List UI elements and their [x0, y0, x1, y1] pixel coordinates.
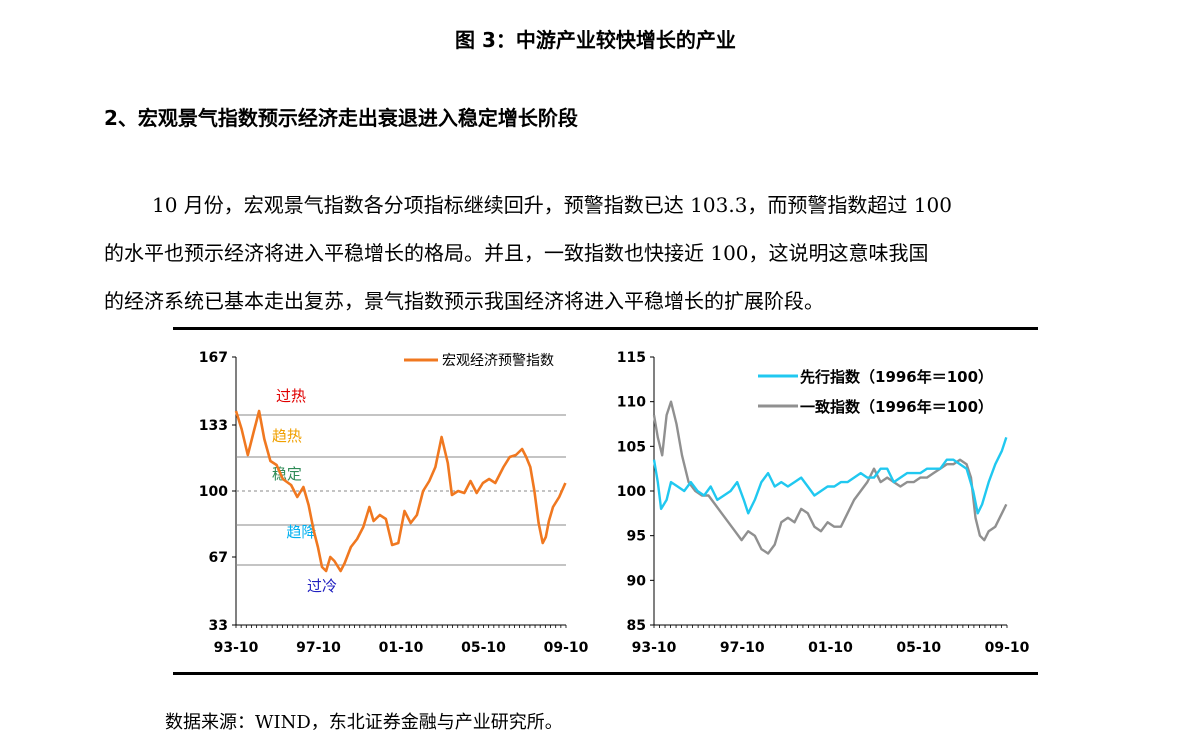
section-heading: 2、宏观景气指数预示经济走出衰退进入稳定增长阶段: [104, 106, 578, 130]
chart2-y-tick-label: 85: [627, 618, 646, 634]
coincident-index-line: [652, 400, 1008, 555]
paragraph-line-1: 10 月份，宏观景气指数各分项指标继续回升，预警指数已达 103.3，而预警指数…: [152, 193, 952, 217]
chart1-x-tick-label: 01-10: [379, 640, 424, 656]
figure-bottom-rule: [173, 672, 1038, 675]
paragraph-line-2: 的水平也预示经济将进入平稳增长的格局。并且，一致指数也快接近 100，这说明这意…: [104, 241, 929, 265]
zone-label: 趋降: [286, 523, 316, 541]
chart2-y-tick-label: 110: [617, 395, 646, 411]
chart1-y-tick-label: 100: [199, 484, 228, 500]
chart2-x-tick-label: 01-10: [808, 640, 853, 656]
chart2-x-tick-label: 93-10: [632, 640, 677, 656]
chart1-x-tick-label: 05-10: [461, 640, 506, 656]
zone-label: 过热: [276, 387, 306, 405]
chart2-x-tick-label: 97-10: [720, 640, 765, 656]
figure-top-rule: [173, 327, 1038, 330]
source-note: 数据来源：WIND，东北证券金融与产业研究所。: [165, 712, 563, 733]
leading-coincident-index-chart: 115 110 105 100 95 90 85 93-10 97-10 01-10 05-10 09…: [617, 350, 1030, 656]
figure-caption: 图 3：中游产业较快增长的产业: [455, 28, 736, 52]
chart1-y-tick-label: 133: [199, 418, 228, 434]
chart2-y-tick-label: 95: [627, 529, 646, 545]
warning-index-line: [234, 409, 567, 573]
chart1-y-tick-label: 33: [209, 618, 228, 634]
chart1-y-tick-label: 67: [209, 550, 228, 566]
chart1-x-tick-label: 93-10: [214, 640, 259, 656]
chart1-x-tick-label: 09-10: [544, 640, 589, 656]
chart1-x-tick-label: 97-10: [296, 640, 341, 656]
chart2-y-tick-label: 100: [617, 484, 646, 500]
chart2-x-tick-label: 05-10: [896, 640, 941, 656]
chart2-x-tick-label: 09-10: [985, 640, 1030, 656]
zone-label: 趋热: [272, 427, 302, 445]
coincident-legend-label: 一致指数（1996年＝100）: [800, 398, 993, 416]
chart2-y-tick-label: 115: [617, 350, 646, 366]
leading-index-line: [652, 437, 1008, 515]
legend-label: 宏观经济预警指数: [442, 353, 554, 369]
chart2-y-tick-label: 105: [617, 439, 646, 455]
leading-legend-label: 先行指数（1996年＝100）: [800, 368, 993, 386]
chart2-y-tick-label: 90: [627, 573, 647, 589]
zone-label: 过冷: [307, 577, 337, 595]
chart1-y-tick-label: 167: [199, 350, 228, 366]
paragraph-line-3: 的经济系统已基本走出复苏，景气指数预示我国经济将进入平稳增长的扩展阶段。: [104, 289, 824, 313]
warning-index-chart: 167 133 100 67 33 93-10 97-10 01-10 05-10 09-10 过热…: [199, 350, 589, 656]
